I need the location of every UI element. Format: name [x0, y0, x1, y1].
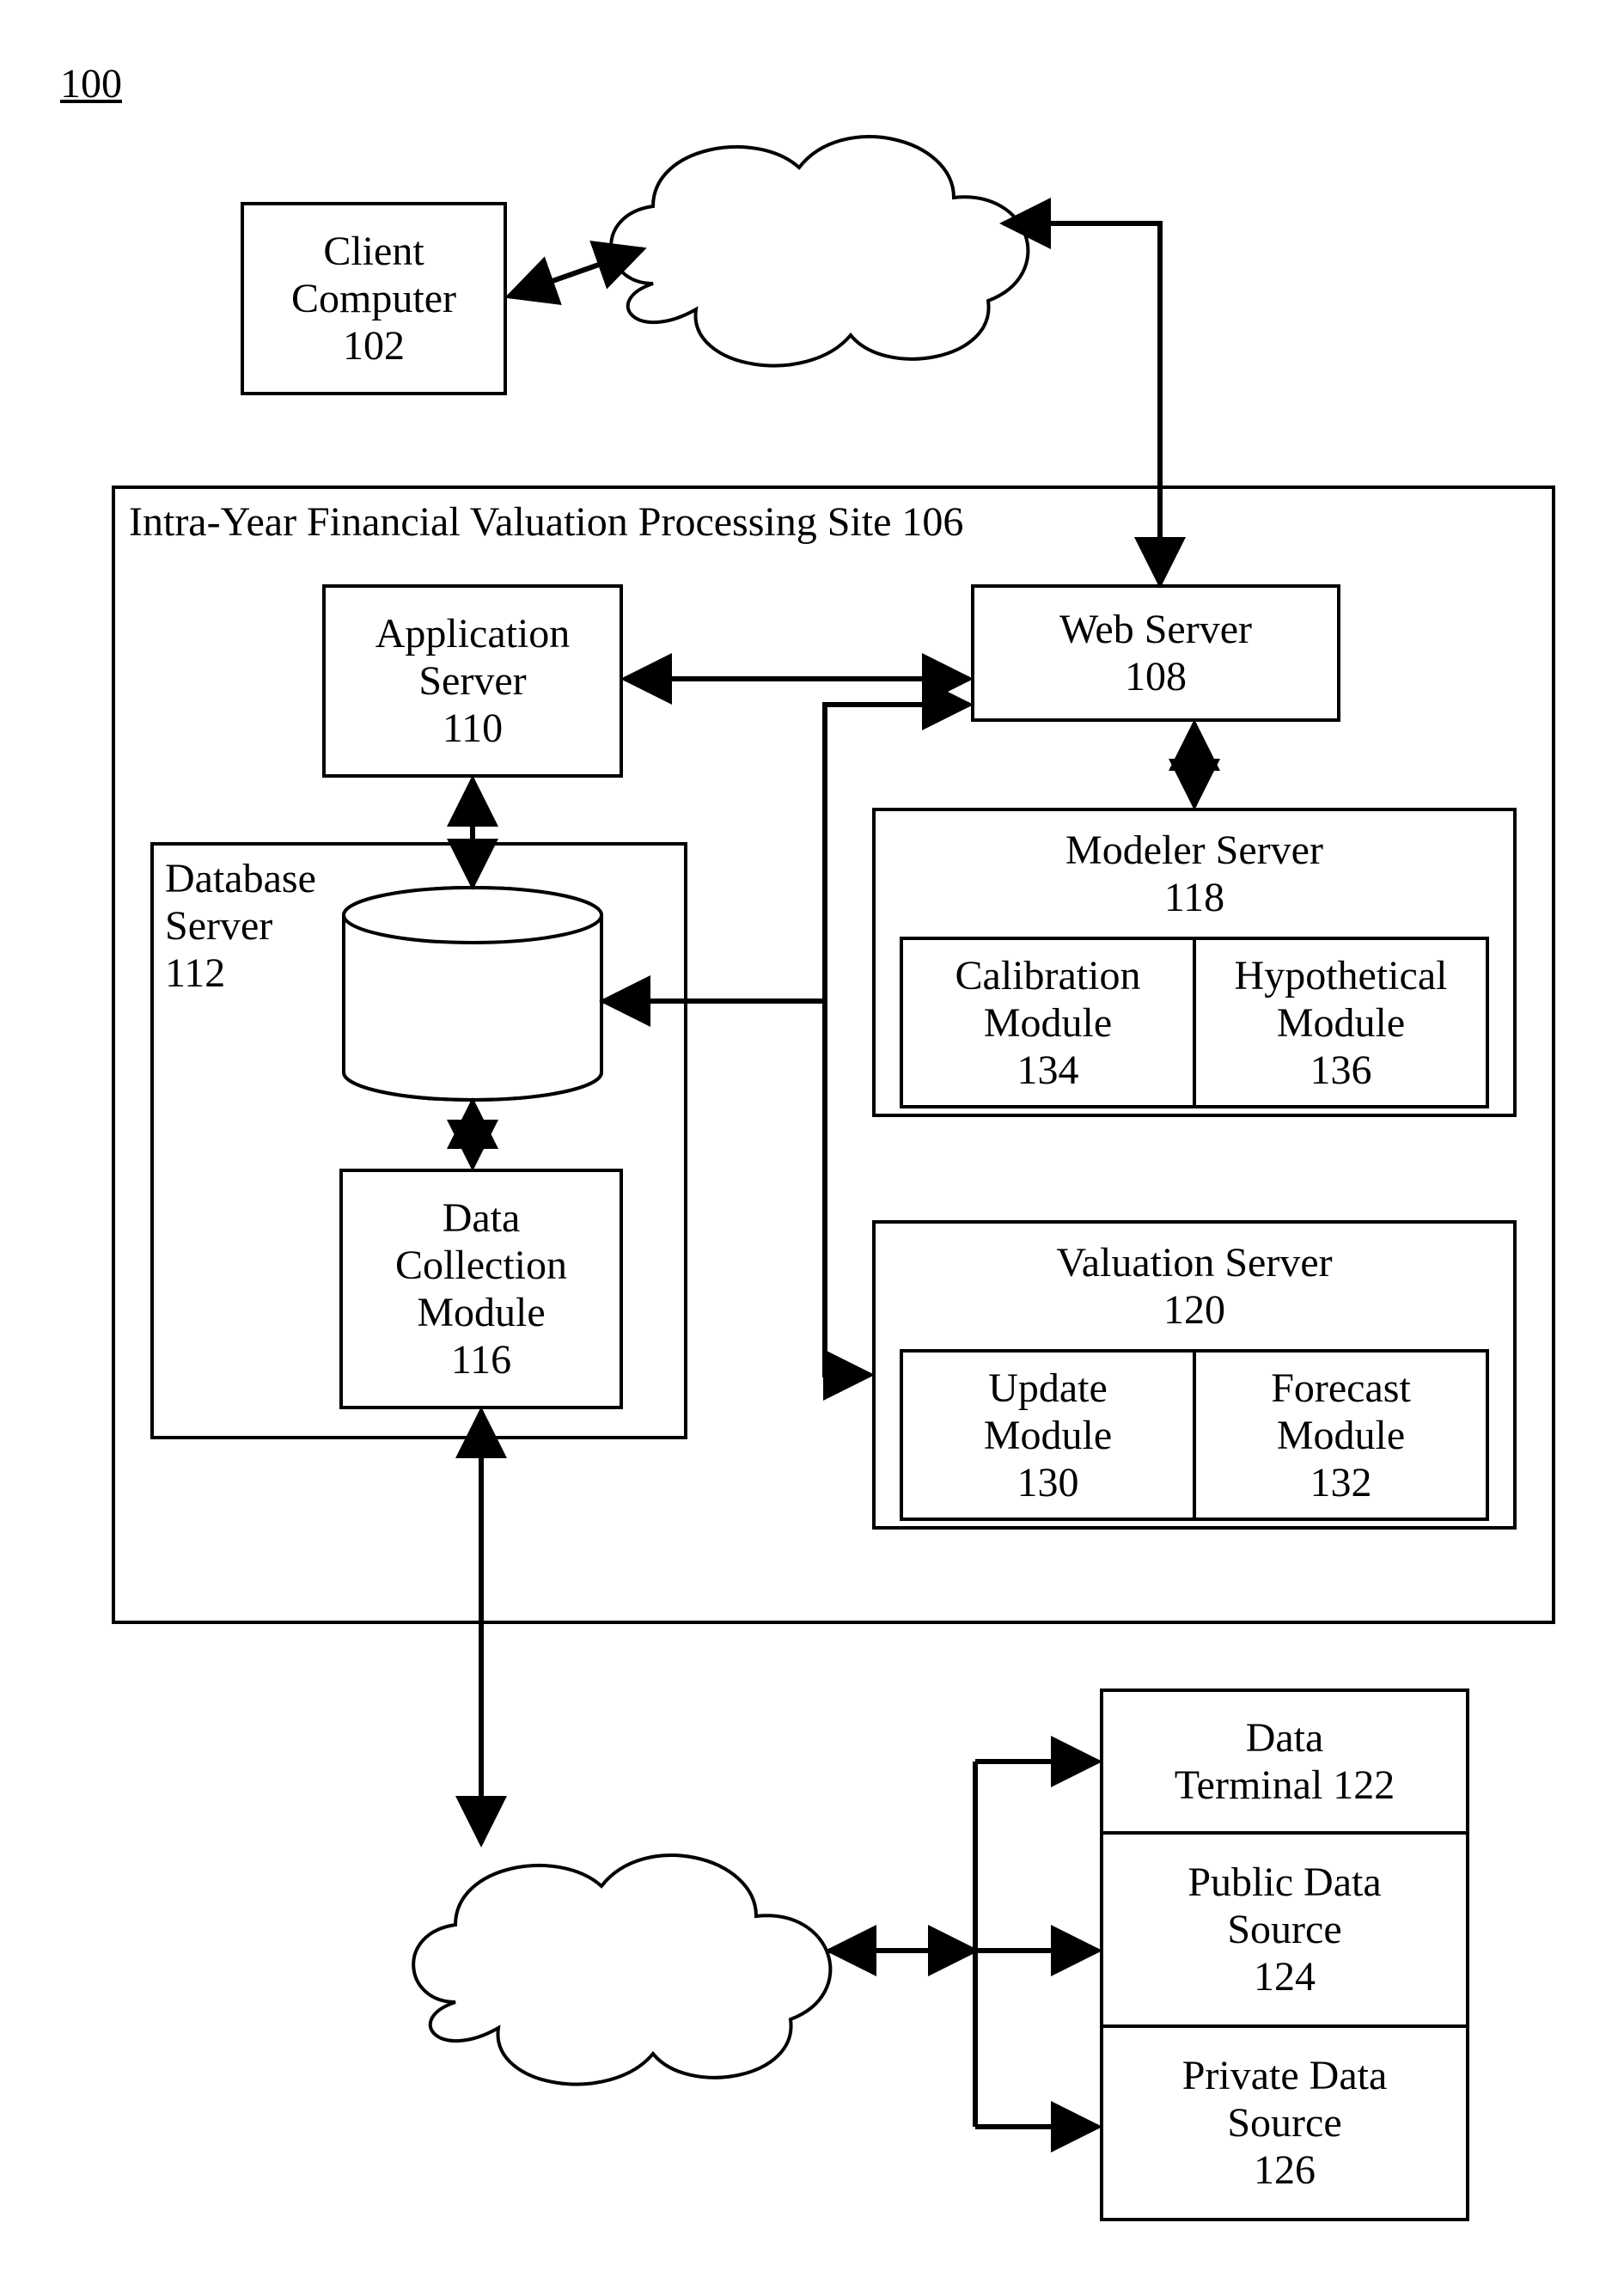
- datacoll-l2: Collection: [395, 1242, 567, 1289]
- privdata-l3: 126: [1254, 2146, 1316, 2194]
- client-computer-box: Client Computer 102: [241, 202, 507, 395]
- privdata-l2: Source: [1227, 2099, 1341, 2146]
- calibration-module-box: Calibration Module 134: [900, 937, 1196, 1108]
- valuation-t2: 120: [1163, 1286, 1225, 1334]
- edge-client-net104: [509, 249, 643, 296]
- forecast-l1: Forecast: [1271, 1365, 1411, 1412]
- data-terminal-box: Data Terminal 122: [1100, 1688, 1469, 1835]
- dataterm-l1: Data: [1246, 1714, 1324, 1762]
- network-105-label: Network 105: [533, 1899, 705, 1994]
- forecast-l3: 132: [1310, 1459, 1372, 1506]
- diagram-stage: 100 Client Computer 102 Intra-Year Finan…: [0, 0, 1624, 2290]
- calib-l2: Module: [984, 999, 1112, 1047]
- datacoll-l4: 116: [451, 1336, 511, 1383]
- update-l3: 130: [1017, 1459, 1079, 1506]
- websrv-l2: 108: [1125, 653, 1187, 700]
- dataterm-l2: Terminal 122: [1175, 1762, 1395, 1809]
- net105-l1: Network: [533, 1899, 705, 1946]
- public-data-source-box: Public Data Source 124: [1100, 1831, 1469, 2028]
- private-data-source-box: Private Data Source 126: [1100, 2024, 1469, 2221]
- net104-l2: 104: [730, 228, 902, 275]
- modeler-t2: 118: [1164, 874, 1224, 921]
- privdata-l1: Private Data: [1182, 2052, 1388, 2099]
- database-l1: Database: [344, 945, 601, 992]
- hypo-l2: Module: [1277, 999, 1405, 1047]
- datacoll-l3: Module: [417, 1289, 545, 1336]
- client-line1: Client: [323, 228, 424, 275]
- modeler-t1: Modeler Server: [1065, 827, 1323, 874]
- hypo-l1: Hypothetical: [1235, 952, 1448, 999]
- pubdata-l1: Public Data: [1187, 1859, 1381, 1906]
- forecast-l2: Module: [1277, 1412, 1405, 1459]
- processing-site-title: Intra-Year Financial Valuation Processin…: [129, 498, 963, 546]
- data-collection-module-box: Data Collection Module 116: [339, 1169, 623, 1409]
- datacoll-l1: Data: [443, 1194, 521, 1242]
- net104-l1: Network: [730, 180, 902, 228]
- update-module-box: Update Module 130: [900, 1349, 1196, 1521]
- valuation-t1: Valuation Server: [1056, 1239, 1332, 1286]
- pubdata-l3: 124: [1254, 1953, 1316, 2000]
- database-server-title: Database Server 112: [165, 855, 316, 998]
- valuation-server-box: Valuation Server 120 Update Module 130 F…: [872, 1220, 1517, 1530]
- appsrv-l2: Server: [418, 657, 526, 705]
- dbserver-t2: Server: [165, 902, 316, 950]
- network-104-label: Network 104: [730, 180, 902, 275]
- database-l2: 114: [344, 992, 601, 1040]
- dbserver-t3: 112: [165, 950, 316, 997]
- web-server-box: Web Server 108: [971, 584, 1340, 722]
- modeler-server-box: Modeler Server 118 Calibration Module 13…: [872, 808, 1517, 1117]
- client-line3: 102: [343, 322, 405, 369]
- update-l1: Update: [988, 1365, 1108, 1412]
- hypothetical-module-box: Hypothetical Module 136: [1193, 937, 1489, 1108]
- calib-l3: 134: [1017, 1047, 1079, 1094]
- database-label: Database 114: [344, 945, 601, 1040]
- websrv-l1: Web Server: [1059, 606, 1252, 653]
- application-server-box: Application Server 110: [322, 584, 623, 778]
- update-l2: Module: [984, 1412, 1112, 1459]
- appsrv-l1: Application: [375, 610, 571, 657]
- dbserver-t1: Database: [165, 855, 316, 902]
- pubdata-l2: Source: [1227, 1906, 1341, 1953]
- appsrv-l3: 110: [443, 705, 503, 752]
- hypo-l3: 136: [1310, 1047, 1372, 1094]
- figure-ref: 100: [60, 60, 122, 107]
- client-line2: Computer: [291, 275, 456, 322]
- calib-l1: Calibration: [955, 952, 1141, 999]
- forecast-module-box: Forecast Module 132: [1193, 1349, 1489, 1521]
- net105-l2: 105: [533, 1946, 705, 1994]
